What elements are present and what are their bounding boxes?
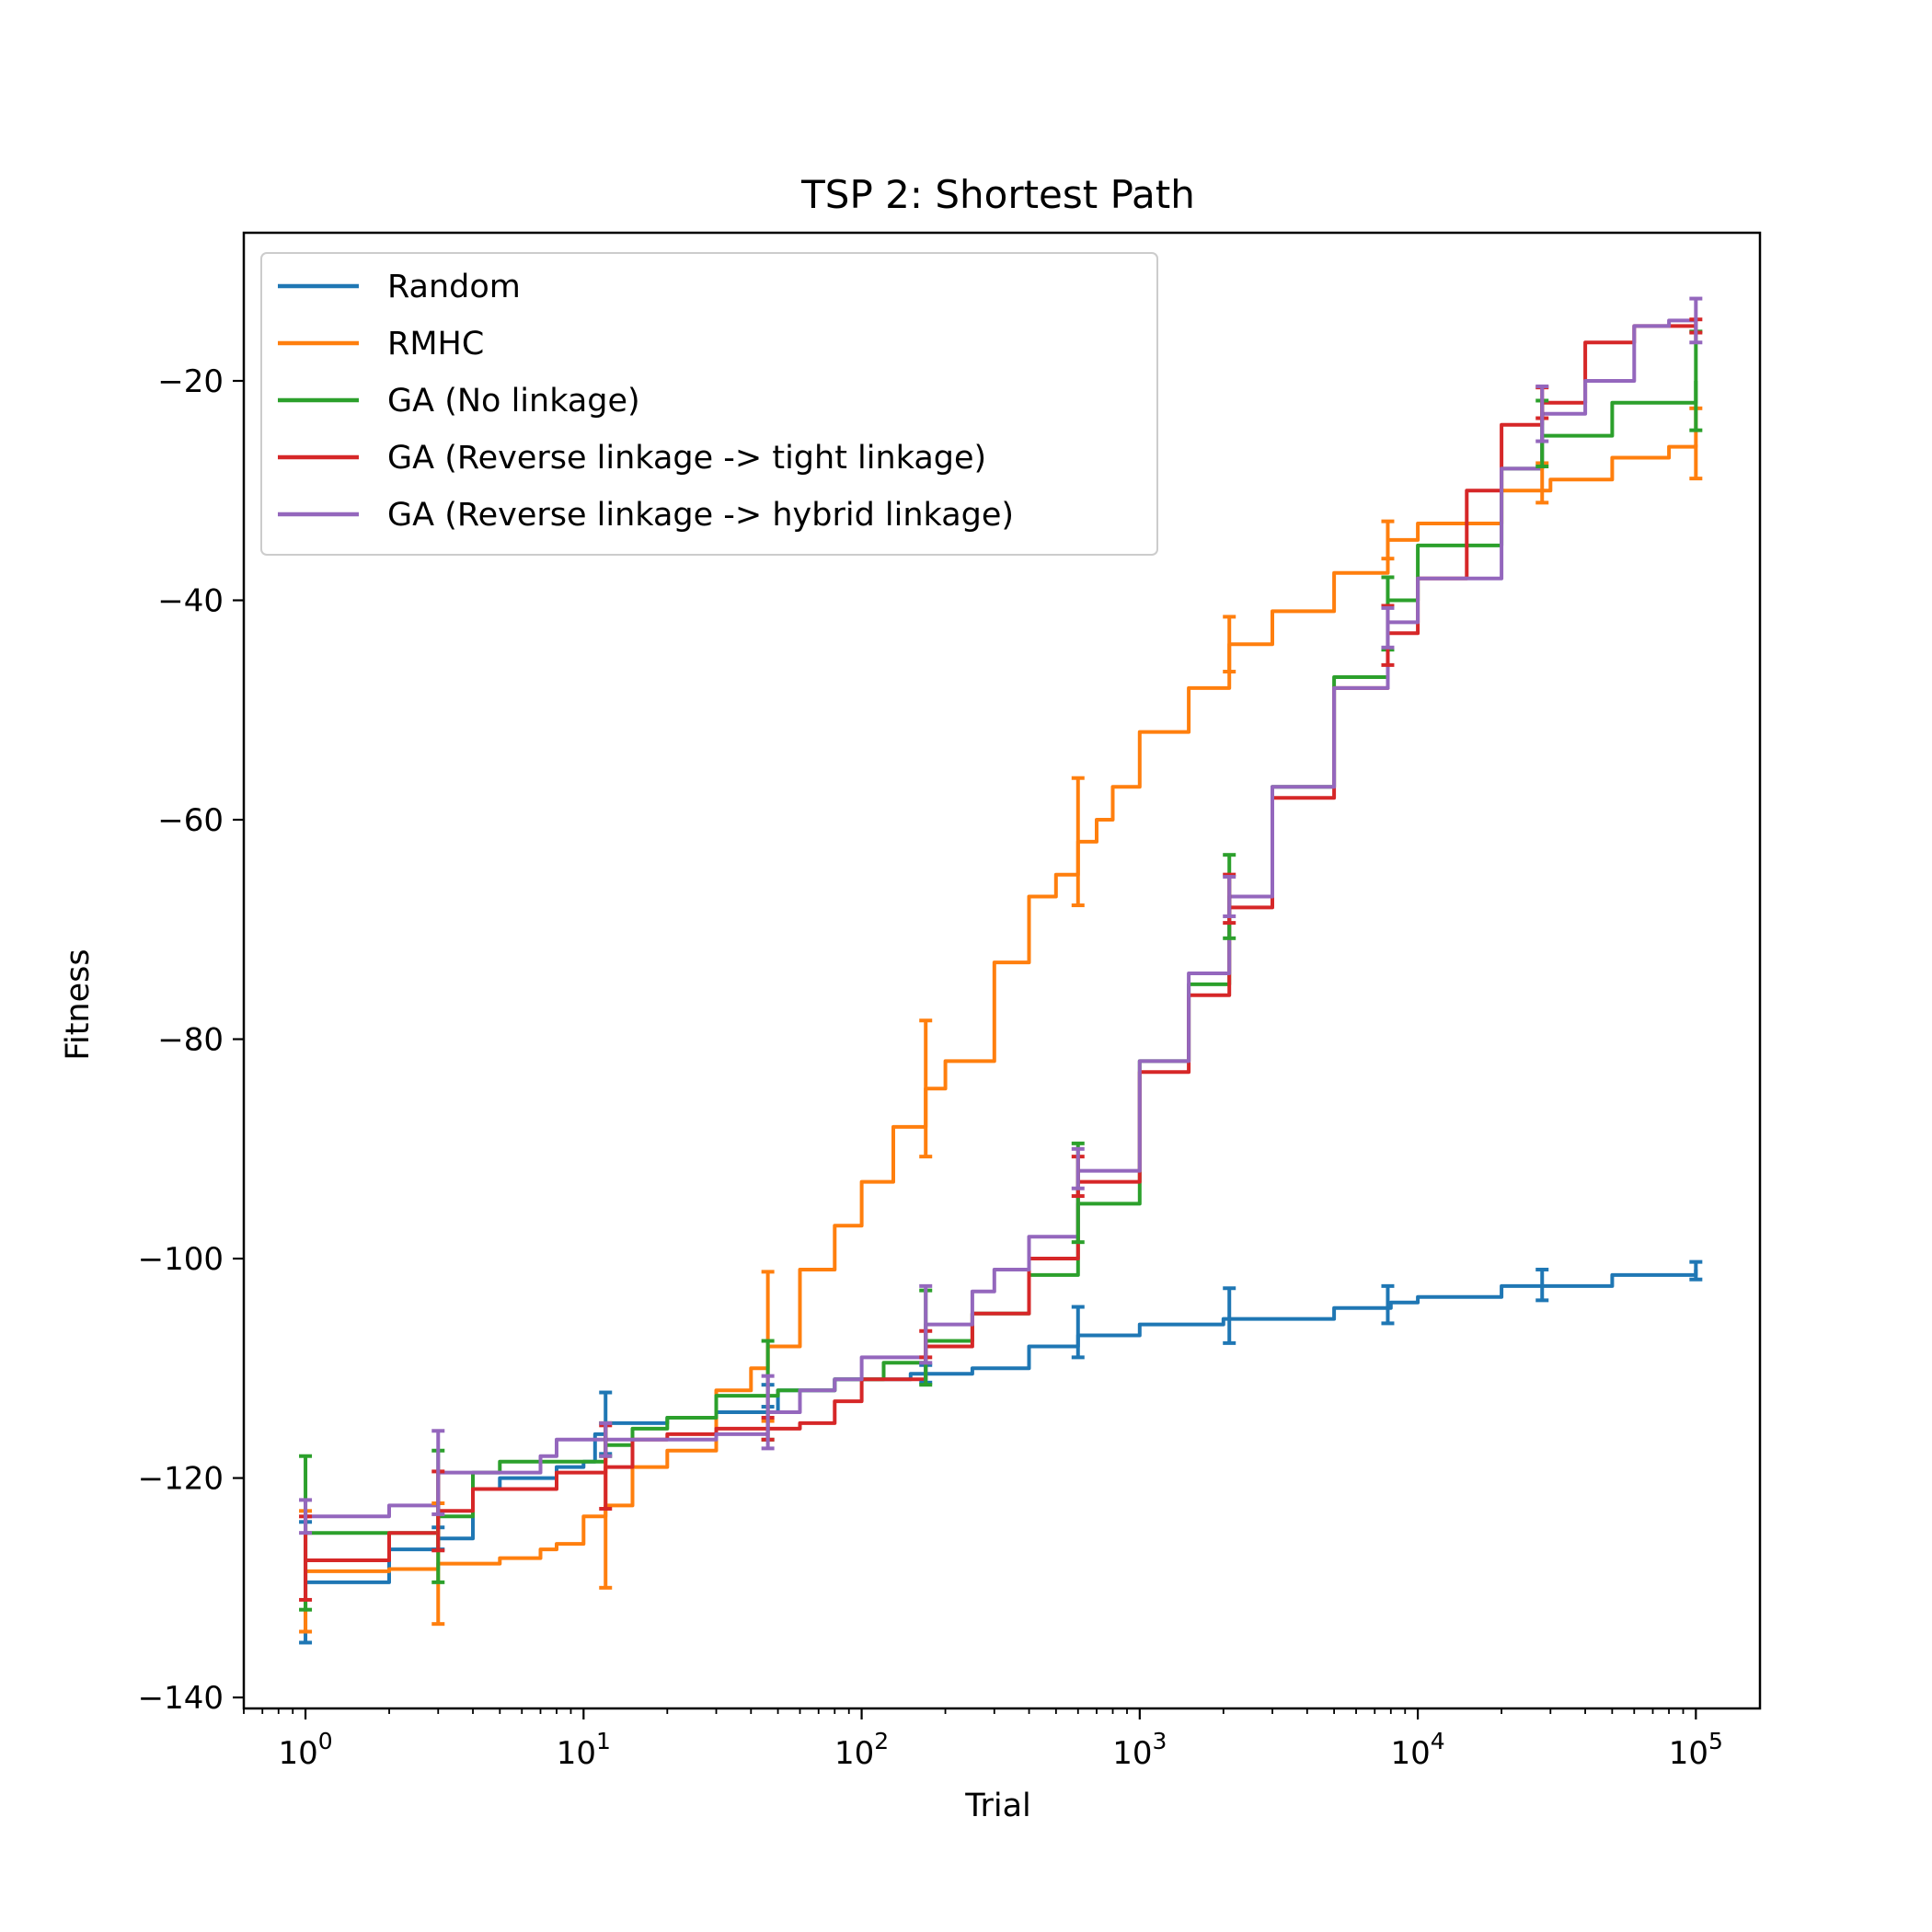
y-tick-label-4: −100	[138, 1241, 224, 1278]
y-tick-label-2: −60	[157, 802, 224, 839]
y-tick-label-3: −80	[157, 1022, 224, 1059]
error-bar-4-9	[1689, 296, 1703, 345]
error-bar-0-9	[1689, 1259, 1703, 1282]
chart-title: TSP 2: Shortest Path	[800, 172, 1195, 217]
legend-label-1: RMHC	[387, 326, 484, 362]
legend-label-2: GA (No linkage)	[387, 383, 640, 420]
error-bar-4-1	[431, 1429, 445, 1516]
x-tick-label-0: 100	[278, 1728, 332, 1772]
error-bar-4-0	[299, 1498, 313, 1535]
error-bar-1-6	[1223, 615, 1236, 674]
x-tick-label-3: 103	[1112, 1728, 1167, 1772]
error-bar-0-5	[1071, 1305, 1085, 1360]
legend-label-3: GA (Reverse linkage -> tight linkage)	[387, 440, 986, 477]
legend-label-0: Random	[387, 269, 521, 305]
x-tick-label-4: 104	[1391, 1728, 1445, 1772]
y-tick-label-1: −40	[157, 583, 224, 620]
error-bar-4-5	[1071, 1146, 1085, 1190]
y-tick-label-5: −120	[138, 1461, 224, 1498]
error-bar-4-6	[1223, 875, 1236, 918]
error-bar-4-2	[599, 1420, 613, 1458]
legend: Random RMHC GA (No linkage) GA (Reverse lin…	[260, 252, 1158, 556]
y-axis-label: Fitness	[60, 949, 97, 1060]
series-line-4	[305, 318, 1696, 1519]
y-tick-label-6: −140	[138, 1680, 224, 1717]
legend-label-4: GA (Reverse linkage -> hybrid linkage)	[387, 497, 1014, 534]
x-tick-label-2: 102	[834, 1728, 889, 1772]
error-bar-0-8	[1535, 1267, 1549, 1303]
x-tick-label-1: 101	[557, 1728, 611, 1772]
error-bar-4-7	[1381, 605, 1395, 650]
error-bar-4-8	[1535, 384, 1549, 443]
x-axis-label: Trial	[964, 1788, 1031, 1824]
error-bar-1-4	[919, 1018, 933, 1159]
error-bar-4-3	[761, 1374, 775, 1451]
plot-frame	[242, 231, 1762, 1710]
y-tick-label-0: −20	[157, 363, 224, 400]
x-tick-label-5: 105	[1669, 1728, 1723, 1772]
axes: 100 101 102 103 104 105 −20 −40 −60 −80 −100 −120 −1…	[138, 231, 1762, 1772]
error-bar-1-5	[1071, 776, 1085, 908]
legend-box	[260, 252, 1158, 556]
error-bar-0-7	[1381, 1283, 1395, 1326]
error-bar-1-7	[1381, 519, 1395, 561]
plot-area	[299, 296, 1703, 1645]
error-bar-4-4	[919, 1283, 933, 1365]
error-bar-0-6	[1223, 1286, 1236, 1345]
